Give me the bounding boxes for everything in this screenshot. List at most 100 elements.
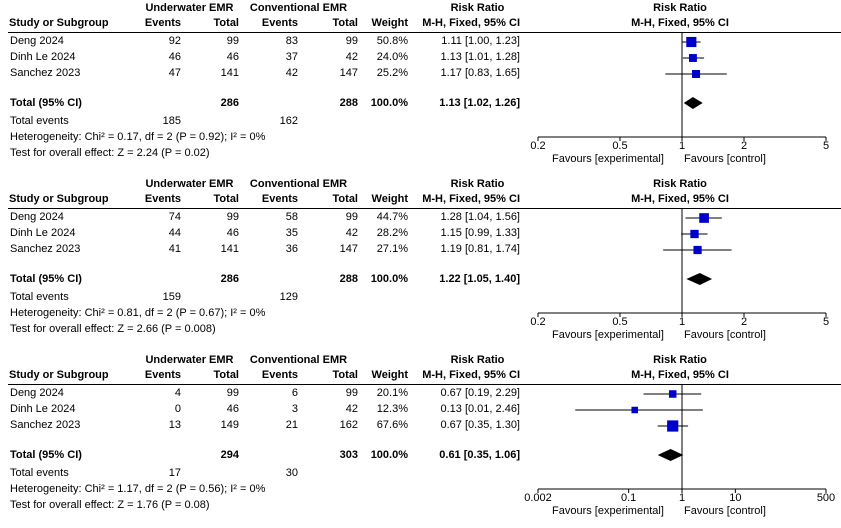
study-total1: 141	[220, 67, 239, 79]
study-total1: 149	[220, 419, 239, 431]
study-weight: 20.1%	[376, 387, 408, 399]
study-events2: 83	[285, 35, 298, 47]
total-events2: 129	[279, 291, 298, 303]
total-weight: 100.0%	[370, 97, 408, 109]
study-total2: 147	[339, 243, 358, 255]
events2-column-header: Events	[261, 17, 298, 29]
study-name: Deng 2024	[10, 211, 64, 223]
study-column-header: Study or Subgroup	[9, 17, 109, 29]
study-weight: 44.7%	[376, 211, 408, 223]
study-total2: 99	[345, 387, 358, 399]
study-risk-ratio: 1.15 [0.99, 1.33]	[440, 227, 520, 239]
total-events2: 30	[285, 467, 298, 479]
group2-header: Conventional EMR	[249, 178, 348, 190]
x-axis-tick-label: 500	[816, 492, 836, 504]
study-events1: 13	[168, 419, 181, 431]
overall-effect-text: Test for overall effect: Z = 1.76 (P = 0…	[10, 499, 210, 511]
study-events1: 92	[168, 35, 181, 47]
total2-column-header: Total	[332, 17, 358, 29]
group2-header: Conventional EMR	[249, 2, 348, 14]
study-events2: 35	[285, 227, 298, 239]
study-point-estimate-box	[699, 213, 709, 223]
study-total2: 147	[339, 67, 358, 79]
study-events2: 6	[291, 387, 298, 399]
study-point-estimate-box	[686, 36, 697, 48]
study-name: Dinh Le 2024	[10, 227, 76, 239]
x-axis-tick-label: 0.2	[530, 140, 546, 152]
study-name: Dinh Le 2024	[10, 51, 76, 63]
header-divider-line	[8, 208, 841, 209]
total-weight: 100.0%	[370, 449, 408, 461]
pooled-estimate-diamond	[683, 97, 703, 109]
total2-column-header: Total	[332, 193, 358, 205]
x-axis-tick-label: 0.002	[524, 492, 552, 504]
total-n1: 294	[220, 449, 239, 461]
rr-method-header: M-H, Fixed, 95% CI	[422, 17, 520, 29]
study-column-header: Study or Subgroup	[9, 369, 109, 381]
total-label: Total (95% CI)	[10, 97, 82, 109]
total-risk-ratio: 1.13 [1.02, 1.26]	[439, 97, 520, 109]
total-weight: 100.0%	[370, 273, 408, 285]
x-axis-tick-label: 2	[740, 140, 748, 152]
favours-experimental-label: Favours [experimental]	[552, 329, 664, 341]
plot-header-title: Risk Ratio	[653, 2, 707, 14]
plot-method-header: M-H, Fixed, 95% CI	[631, 17, 729, 29]
study-risk-ratio: 1.17 [0.83, 1.65]	[440, 67, 520, 79]
events1-column-header: Events	[144, 193, 181, 205]
study-events1: 0	[174, 403, 181, 415]
total-label: Total (95% CI)	[10, 449, 82, 461]
study-total1: 46	[226, 227, 239, 239]
study-total1: 141	[220, 243, 239, 255]
group1-header: Underwater EMR	[145, 2, 234, 14]
x-axis-tick-label: 0.1	[620, 492, 637, 504]
study-point-estimate-box	[693, 245, 702, 255]
group1-header: Underwater EMR	[145, 354, 234, 366]
study-weight: 50.8%	[376, 35, 408, 47]
study-events1: 74	[168, 211, 181, 223]
weight-column-header: Weight	[371, 17, 408, 29]
study-total2: 42	[345, 227, 358, 239]
study-risk-ratio: 0.67 [0.19, 2.29]	[440, 387, 520, 399]
weight-column-header: Weight	[371, 369, 408, 381]
header-divider-line	[8, 384, 841, 385]
study-events1: 4	[174, 387, 181, 399]
study-total1: 99	[226, 211, 239, 223]
study-events2: 58	[285, 211, 298, 223]
header-divider-line	[8, 32, 841, 33]
events2-column-header: Events	[261, 369, 298, 381]
total-n2: 288	[339, 97, 358, 109]
overall-effect-text: Test for overall effect: Z = 2.66 (P = 0…	[10, 323, 216, 335]
x-axis-tick-label: 0.2	[530, 316, 546, 328]
forest-plot-svg	[537, 385, 827, 493]
study-weight: 28.2%	[376, 227, 408, 239]
favours-experimental-label: Favours [experimental]	[552, 505, 664, 517]
pooled-estimate-diamond	[657, 449, 684, 461]
study-events2: 21	[285, 419, 298, 431]
study-total1: 46	[226, 51, 239, 63]
x-axis-tick-label: 1	[678, 316, 686, 328]
total2-column-header: Total	[332, 369, 358, 381]
rr-method-header: M-H, Fixed, 95% CI	[422, 193, 520, 205]
study-total1: 99	[226, 387, 239, 399]
study-name: Deng 2024	[10, 387, 64, 399]
study-point-estimate-box	[688, 54, 697, 62]
study-risk-ratio: 0.67 [0.35, 1.30]	[440, 419, 520, 431]
overall-effect-text: Test for overall effect: Z = 2.24 (P = 0…	[10, 147, 210, 159]
study-risk-ratio: 0.13 [0.01, 2.46]	[440, 403, 520, 415]
study-risk-ratio: 1.28 [1.04, 1.56]	[440, 211, 520, 223]
study-events2: 37	[285, 51, 298, 63]
study-total1: 99	[226, 35, 239, 47]
study-events1: 41	[168, 243, 181, 255]
total1-column-header: Total	[213, 17, 239, 29]
study-point-estimate-box	[690, 229, 699, 239]
pooled-estimate-diamond	[686, 273, 713, 285]
total-risk-ratio: 1.22 [1.05, 1.40]	[439, 273, 520, 285]
heterogeneity-text: Heterogeneity: Chi² = 1.17, df = 2 (P = …	[10, 483, 266, 495]
weight-column-header: Weight	[371, 193, 408, 205]
study-name: Deng 2024	[10, 35, 64, 47]
forest-panel-2: Underwater EMR Conventional EMR Risk Ratio…	[0, 176, 841, 352]
total1-column-header: Total	[213, 193, 239, 205]
study-weight: 12.3%	[376, 403, 408, 415]
study-weight: 67.6%	[376, 419, 408, 431]
events2-column-header: Events	[261, 193, 298, 205]
